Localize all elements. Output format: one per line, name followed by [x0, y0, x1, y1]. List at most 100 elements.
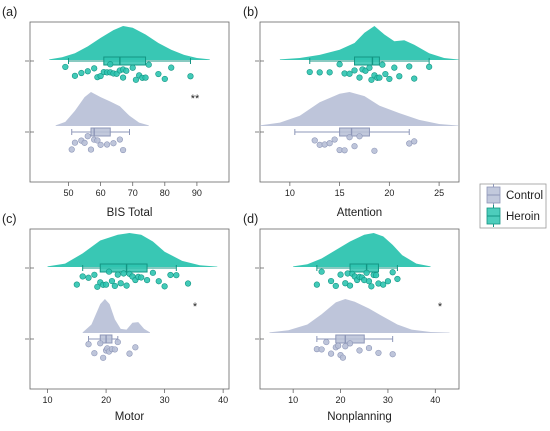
significance-marker: *	[438, 301, 443, 313]
control-data-point	[327, 350, 335, 357]
heroin-data-point	[73, 281, 80, 288]
control-data-point	[100, 354, 107, 361]
panel-bis-total: (a) 50 60 70 80 90 ** BIS Total	[2, 5, 230, 219]
heroin-data-point	[120, 270, 127, 277]
heroin-data-point	[391, 64, 398, 71]
control-data-point	[97, 340, 104, 347]
heroin-data-point	[129, 64, 136, 71]
x-tick-label: 30	[383, 395, 393, 405]
control-density-cloud	[260, 92, 459, 126]
x-axis-title: Motor	[115, 411, 145, 423]
legend-key-control	[486, 184, 501, 206]
plot-frame	[29, 228, 230, 390]
control-data-point	[81, 139, 88, 146]
x-tick-label: 20	[336, 395, 346, 405]
control-data-point	[346, 134, 353, 141]
x-tick-label: 10	[43, 395, 53, 405]
x-ticks: 10 20 30 40	[25, 267, 228, 405]
heroin-data-point	[332, 282, 339, 290]
control-data-point	[375, 349, 382, 357]
x-ticks: 50 60 70 80 90	[25, 60, 202, 198]
heroin-data-point	[351, 67, 358, 74]
heroin-data-point	[363, 269, 370, 276]
heroin-data-point	[394, 275, 401, 283]
control-box	[90, 127, 111, 137]
heroin-data-point	[389, 269, 396, 276]
heroin-data-point	[379, 61, 386, 68]
heroin-data-point	[142, 74, 149, 81]
heroin-data-point	[368, 283, 375, 290]
control-data-point	[126, 350, 133, 357]
heroin-density-cloud	[49, 26, 210, 60]
heroin-density-cloud	[293, 233, 431, 267]
control-data-point	[318, 346, 325, 353]
heroin-data-point	[78, 69, 85, 77]
heroin-data-point	[111, 282, 118, 290]
heroin-data-point	[426, 63, 433, 70]
heroin-data-point	[384, 278, 392, 285]
heroin-box	[103, 56, 147, 66]
heroin-data-point	[117, 280, 124, 287]
heroin-data-point	[365, 278, 373, 285]
heroin-data-point	[306, 68, 313, 76]
heroin-data-point	[366, 64, 373, 71]
legend: Control Heroin	[479, 183, 547, 229]
heroin-data-point	[84, 68, 91, 75]
heroin-data-point	[376, 74, 383, 81]
heroin-data-point	[406, 63, 413, 70]
heroin-data-point	[173, 272, 180, 279]
control-box	[339, 127, 370, 137]
x-tick-label: 40	[218, 395, 228, 405]
control-data-point	[71, 139, 79, 146]
heroin-data-point	[123, 282, 130, 289]
heroin-data-point	[94, 283, 101, 290]
legend-key-heroin	[486, 205, 501, 227]
control-data-point	[110, 140, 117, 147]
control-data-point	[365, 344, 373, 352]
x-tick-label: 40	[430, 395, 440, 405]
heroin-density-cloud	[47, 233, 218, 267]
control-data-point	[356, 347, 363, 354]
heroin-data-point	[155, 278, 162, 285]
x-axis-title: Nonplanning	[327, 411, 392, 423]
heroin-data-point	[85, 274, 92, 281]
heroin-data-point	[313, 281, 320, 288]
plot-frame	[259, 21, 460, 183]
heroin-box	[349, 263, 379, 273]
heroin-data-point	[161, 283, 168, 290]
heroin-data-point	[184, 280, 192, 287]
control-data-point	[111, 346, 118, 353]
control-data-point	[132, 344, 139, 351]
heroin-data-point	[132, 76, 140, 83]
significance-marker: **	[191, 93, 200, 105]
x-axis-title: Attention	[337, 207, 382, 219]
x-tick-label: 10	[288, 395, 298, 405]
significance-marker: *	[193, 301, 198, 313]
heroin-data-point	[346, 282, 354, 289]
plot-frame	[259, 228, 460, 390]
x-ticks: 10 20 30 40	[255, 267, 440, 405]
plot-frame	[29, 21, 230, 183]
control-data-point	[339, 354, 347, 361]
x-tick-label: 60	[96, 188, 106, 198]
heroin-data-point	[62, 63, 69, 71]
x-tick-label: 20	[384, 188, 394, 198]
heroin-data-point	[155, 70, 162, 78]
heroin-data-point	[145, 61, 152, 68]
control-data-point	[323, 338, 330, 346]
legend-label-control: Control	[506, 190, 543, 202]
x-tick-label: 80	[160, 188, 170, 198]
heroin-box	[354, 56, 380, 66]
heroin-data-point	[167, 271, 174, 279]
plot-marks	[260, 26, 459, 154]
heroin-data-point	[380, 281, 387, 288]
x-axis-title: BIS Total	[107, 207, 153, 219]
x-tick-label: 50	[64, 188, 74, 198]
heroin-data-point	[149, 269, 157, 276]
control-data-point	[326, 140, 333, 147]
x-ticks: 10 15 20 25	[255, 60, 444, 198]
control-data-point	[341, 147, 348, 154]
control-data-point	[342, 343, 349, 350]
control-data-point	[389, 351, 396, 358]
